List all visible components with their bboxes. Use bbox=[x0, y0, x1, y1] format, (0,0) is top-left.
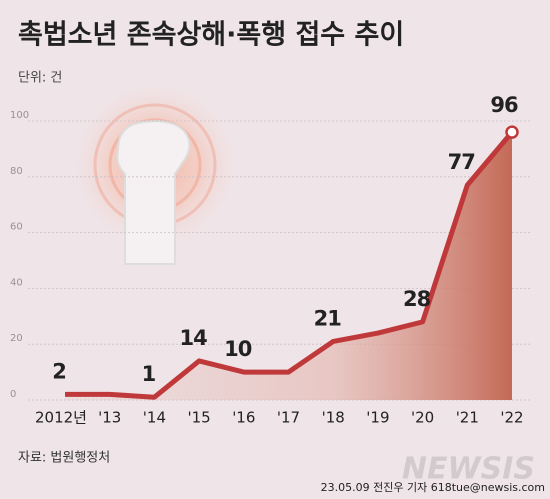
illustration bbox=[65, 75, 245, 265]
data-label: 96 bbox=[490, 93, 518, 117]
data-label: 10 bbox=[224, 337, 252, 361]
watermark: NEWSIS bbox=[402, 452, 535, 487]
x-tick-label: '15 bbox=[187, 409, 210, 427]
data-label: 2 bbox=[52, 359, 66, 383]
x-tick-label: '19 bbox=[366, 409, 389, 427]
x-tick-label: '16 bbox=[232, 409, 255, 427]
x-tick-label: '17 bbox=[277, 409, 300, 427]
x-tick-label: '18 bbox=[322, 409, 345, 427]
data-label: 28 bbox=[403, 287, 431, 311]
y-tick-label: 40 bbox=[10, 277, 23, 288]
area bbox=[65, 132, 512, 400]
y-tick-label: 60 bbox=[10, 222, 23, 233]
credit: 23.05.09 전진우 기자 618tue@newsis.com bbox=[321, 481, 545, 494]
data-label: 14 bbox=[179, 326, 207, 350]
x-tick-label: '22 bbox=[500, 409, 523, 427]
data-label: 21 bbox=[314, 306, 342, 330]
y-tick-label: 100 bbox=[10, 110, 29, 121]
y-tick-label: 20 bbox=[10, 333, 23, 344]
chart-title: 촉법소년 존속상해·폭행 접수 추이 bbox=[18, 20, 404, 51]
x-tick-label: '14 bbox=[143, 409, 166, 427]
y-tick-label: 0 bbox=[10, 389, 16, 400]
end-point bbox=[505, 125, 519, 139]
x-tick-label: '13 bbox=[98, 409, 121, 427]
x-tick-label: '20 bbox=[411, 409, 434, 427]
data-label: 77 bbox=[448, 150, 475, 174]
x-tick-label: 2012년 bbox=[35, 409, 87, 427]
unit-label: 단위: 건 bbox=[18, 71, 62, 86]
x-tick-label: '21 bbox=[456, 409, 479, 427]
line bbox=[65, 130, 514, 400]
source: 자료: 법원행정처 bbox=[18, 450, 110, 466]
data-label: 1 bbox=[142, 362, 156, 386]
y-tick-label: 80 bbox=[10, 166, 23, 177]
